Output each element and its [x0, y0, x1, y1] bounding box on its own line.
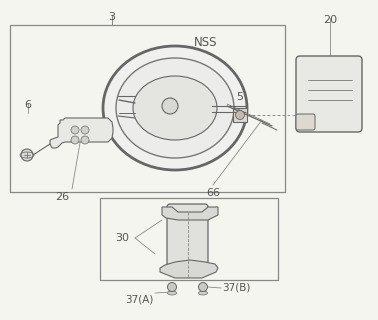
Circle shape: [198, 283, 208, 292]
Text: 6: 6: [25, 100, 31, 110]
Circle shape: [81, 136, 89, 144]
Circle shape: [81, 126, 89, 134]
Bar: [233, 108, 247, 122]
Polygon shape: [162, 207, 218, 220]
FancyBboxPatch shape: [296, 114, 315, 130]
Circle shape: [71, 126, 79, 134]
Circle shape: [167, 283, 177, 292]
Ellipse shape: [167, 291, 177, 295]
Bar: [10, 25, 285, 192]
Text: 20: 20: [323, 15, 337, 25]
Circle shape: [235, 110, 245, 119]
Bar: [100, 198, 278, 280]
Circle shape: [21, 149, 33, 161]
Ellipse shape: [133, 76, 217, 140]
Ellipse shape: [103, 46, 247, 170]
Text: NSS: NSS: [194, 36, 217, 50]
Polygon shape: [160, 260, 218, 278]
Text: 37(A): 37(A): [125, 295, 153, 305]
Text: 37(B): 37(B): [222, 283, 250, 293]
Circle shape: [162, 98, 178, 114]
Text: 30: 30: [115, 233, 129, 243]
Text: 3: 3: [108, 12, 116, 22]
Polygon shape: [50, 118, 113, 148]
FancyBboxPatch shape: [167, 204, 208, 275]
Ellipse shape: [198, 291, 208, 295]
FancyBboxPatch shape: [296, 56, 362, 132]
Ellipse shape: [116, 58, 234, 158]
Text: 26: 26: [55, 192, 69, 202]
Circle shape: [71, 136, 79, 144]
Text: 66: 66: [206, 188, 220, 198]
Text: 5: 5: [237, 92, 243, 102]
